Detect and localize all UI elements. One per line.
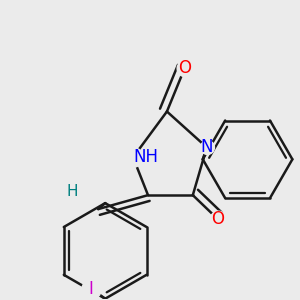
- Text: H: H: [67, 184, 78, 199]
- Text: O: O: [178, 59, 191, 77]
- Text: I: I: [89, 280, 94, 298]
- Text: NH: NH: [133, 148, 158, 166]
- Text: O: O: [211, 210, 224, 228]
- Text: N: N: [200, 138, 213, 156]
